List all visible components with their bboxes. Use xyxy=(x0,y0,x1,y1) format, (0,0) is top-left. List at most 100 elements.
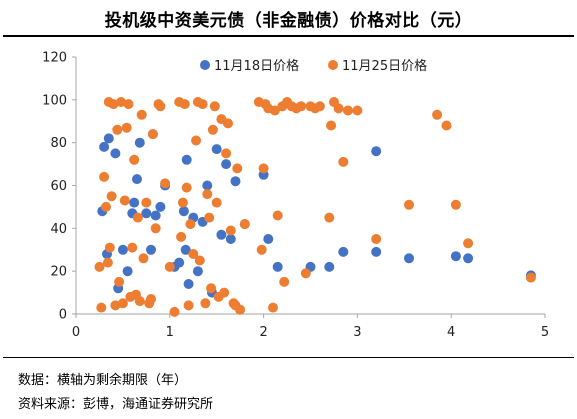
data-point xyxy=(216,229,227,240)
data-point xyxy=(296,101,307,112)
data-point xyxy=(200,298,211,309)
data-point xyxy=(352,105,363,116)
y-tick-label: 80 xyxy=(50,136,67,151)
data-point xyxy=(258,163,269,174)
y-tick-label: 40 xyxy=(50,222,67,237)
data-point xyxy=(116,97,126,107)
data-point xyxy=(178,206,189,217)
y-tick-label: 100 xyxy=(42,93,67,108)
data-point xyxy=(146,294,156,304)
data-point xyxy=(108,99,119,110)
data-point xyxy=(206,283,217,294)
series-nov25 xyxy=(94,97,536,317)
x-tick-label: 2 xyxy=(259,325,267,340)
data-point xyxy=(463,253,474,264)
data-point xyxy=(221,148,232,159)
data-point xyxy=(314,101,325,112)
x-tick-label: 5 xyxy=(541,325,549,340)
data-point xyxy=(202,180,213,191)
y-tick-label: 20 xyxy=(50,265,67,280)
data-point xyxy=(202,189,213,200)
data-point xyxy=(197,99,208,110)
legend-label: 11月25日价格 xyxy=(342,58,427,74)
data-point xyxy=(404,253,414,264)
data-point xyxy=(117,298,128,309)
data-point xyxy=(211,144,222,155)
data-point xyxy=(179,99,190,110)
data-point xyxy=(94,261,105,272)
data-point xyxy=(211,197,222,208)
data-point xyxy=(188,249,199,259)
data-point xyxy=(225,225,236,236)
data-point xyxy=(272,210,283,221)
data-point xyxy=(96,302,107,313)
data-point xyxy=(192,266,203,277)
data-point xyxy=(432,109,443,120)
data-point xyxy=(191,135,202,146)
data-point xyxy=(333,103,344,114)
legend: 11月18日价格 11月25日价格 xyxy=(200,58,427,74)
data-point xyxy=(183,300,194,311)
note-source: 资料来源：彭博，海通证券研究所 xyxy=(18,397,214,412)
data-point xyxy=(174,257,185,268)
legend-marker xyxy=(200,60,210,70)
data-point xyxy=(223,118,233,129)
data-point xyxy=(99,171,110,182)
data-point xyxy=(219,287,230,298)
data-point xyxy=(146,244,156,255)
x-tick-label: 0 xyxy=(72,325,80,340)
data-point xyxy=(132,174,142,185)
data-point xyxy=(160,178,171,189)
data-point xyxy=(263,234,274,244)
data-point xyxy=(104,242,115,253)
chart-title: 投机级中资美元债（非金融债）价格对比（元） xyxy=(104,11,473,31)
data-point xyxy=(129,197,140,208)
data-point xyxy=(371,146,382,157)
axes: 0 1 2 3 4 5 0 20 40 60 80 100 120 xyxy=(42,51,549,341)
data-point xyxy=(110,300,121,311)
data-point xyxy=(207,124,218,135)
data-point xyxy=(129,154,140,165)
data-point xyxy=(450,199,461,210)
data-point xyxy=(525,272,536,283)
data-point xyxy=(183,279,194,289)
scatter-chart: 0 1 2 3 4 5 0 20 40 60 80 100 120 11月18日价格 11月25日价格 xyxy=(42,51,549,341)
data-point xyxy=(101,201,111,212)
data-point xyxy=(127,242,138,253)
data-point xyxy=(404,199,414,210)
bottom-rule xyxy=(3,357,574,358)
data-point xyxy=(150,210,161,221)
data-point xyxy=(279,276,290,287)
data-point xyxy=(324,261,335,272)
data-point xyxy=(123,99,134,110)
data-point xyxy=(141,208,152,219)
data-point xyxy=(102,257,113,268)
data-point xyxy=(134,137,145,148)
data-point xyxy=(343,105,353,116)
data-point xyxy=(268,302,278,313)
data-point xyxy=(112,124,123,135)
x-tick-label: 4 xyxy=(447,325,455,340)
data-point xyxy=(463,238,474,249)
data-point xyxy=(138,253,149,264)
data-point xyxy=(221,159,232,170)
data-point xyxy=(450,251,461,262)
data-point xyxy=(169,306,180,317)
data-point xyxy=(204,212,215,223)
x-tick-label: 3 xyxy=(353,325,361,340)
data-point xyxy=(371,246,382,257)
y-tick-label: 60 xyxy=(50,179,67,194)
data-point xyxy=(181,182,192,193)
data-point xyxy=(338,246,349,257)
data-point xyxy=(441,120,452,131)
data-point xyxy=(147,129,158,140)
data-point xyxy=(338,156,349,167)
data-point xyxy=(136,109,147,120)
data-point xyxy=(232,163,243,174)
data-point xyxy=(121,122,132,133)
data-point xyxy=(230,176,241,187)
data-point xyxy=(272,261,283,272)
data-point xyxy=(181,154,192,165)
data-point xyxy=(371,234,382,244)
data-point xyxy=(176,231,187,242)
